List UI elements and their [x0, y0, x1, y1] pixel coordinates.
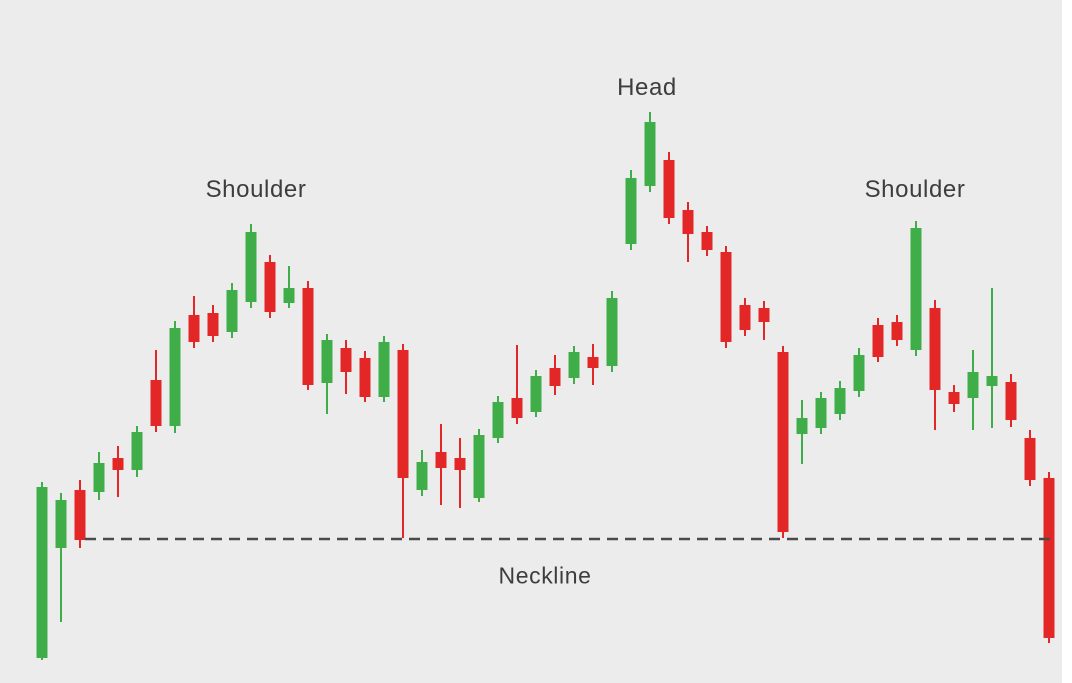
head-label: Head — [617, 74, 677, 101]
neckline-label: Neckline — [498, 562, 592, 589]
right-shoulder-label: Shoulder — [864, 176, 966, 203]
right-edge-white-strip — [1062, 0, 1072, 683]
left-shoulder-label: Shoulder — [205, 176, 307, 203]
